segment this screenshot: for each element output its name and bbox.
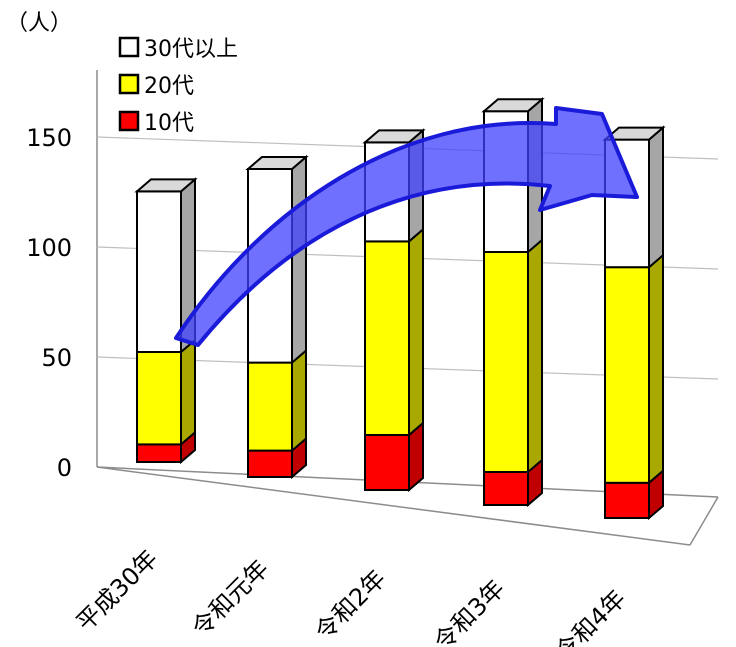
bar-20代-令和2年 <box>365 241 409 435</box>
legend: 30代以上 20代 10代 <box>120 37 238 136</box>
x-tick-label: 平成30年 <box>71 544 163 636</box>
bar-30代以上-平成30年 <box>137 191 181 352</box>
bar-side-30代以上-令和4年 <box>649 128 663 268</box>
y-tick-label: 150 <box>26 124 72 152</box>
x-tick-label: 令和元年 <box>187 554 275 642</box>
floor-right-edge <box>690 497 718 545</box>
x-tick-label: 令和3年 <box>429 574 511 647</box>
y-tick-label: 100 <box>26 234 72 262</box>
bar-20代-令和4年 <box>605 267 649 483</box>
bar-20代-令和3年 <box>484 252 528 472</box>
legend-label: 10代 <box>144 111 194 136</box>
bar-10代-令和3年 <box>484 472 528 505</box>
bar-side-20代-令和4年 <box>649 255 663 483</box>
bar-10代-令和2年 <box>365 435 409 490</box>
bar-10代-令和元年 <box>248 451 292 477</box>
bar-side-20代-令和2年 <box>409 229 423 435</box>
bar-side-30代以上-令和元年 <box>292 157 306 363</box>
x-tick-label: 令和4年 <box>550 584 632 647</box>
legend-swatch <box>120 38 138 56</box>
bar-10代-令和4年 <box>605 483 649 518</box>
bar-20代-令和元年 <box>248 363 292 451</box>
y-tick-label: 0 <box>57 454 72 482</box>
y-unit-label: （人） <box>6 11 72 36</box>
legend-swatch <box>120 112 138 130</box>
y-tick-label: 50 <box>41 344 72 372</box>
bar-side-20代-令和3年 <box>528 240 542 472</box>
bar-10代-平成30年 <box>137 444 181 462</box>
legend-label: 30代以上 <box>144 37 238 62</box>
bar-side-20代-平成30年 <box>181 340 195 444</box>
legend-swatch <box>120 75 138 93</box>
bar-20代-平成30年 <box>137 352 181 444</box>
legend-label: 20代 <box>144 74 194 99</box>
bar-side-20代-令和元年 <box>292 351 306 451</box>
x-tick-label: 令和2年 <box>310 564 392 646</box>
